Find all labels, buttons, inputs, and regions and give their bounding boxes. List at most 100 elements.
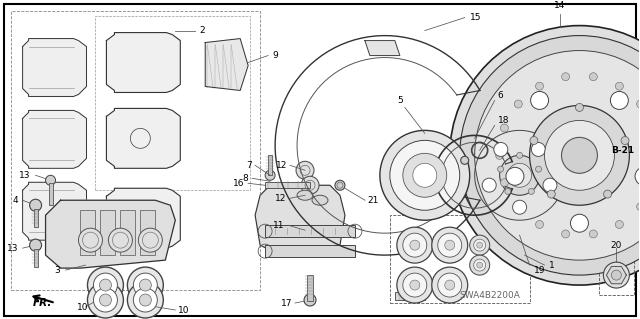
Circle shape (637, 100, 640, 108)
Bar (390, 215, 529, 303)
Circle shape (513, 200, 527, 214)
Text: 2: 2 (199, 26, 205, 35)
Bar (33, 249, 38, 267)
Circle shape (506, 167, 524, 185)
Text: 3: 3 (55, 266, 61, 275)
Circle shape (637, 203, 640, 211)
Circle shape (403, 153, 447, 197)
Text: 18: 18 (498, 116, 509, 125)
Polygon shape (22, 110, 86, 168)
Polygon shape (205, 39, 248, 91)
Circle shape (99, 294, 111, 306)
Circle shape (536, 82, 543, 90)
Circle shape (611, 92, 628, 109)
Bar (100, 210, 115, 255)
Circle shape (616, 220, 623, 228)
Circle shape (477, 262, 483, 268)
Polygon shape (22, 39, 86, 96)
Circle shape (570, 214, 588, 232)
Polygon shape (22, 182, 86, 240)
Circle shape (500, 124, 508, 132)
Circle shape (461, 156, 468, 164)
Circle shape (93, 288, 117, 312)
Text: SWA4B2200A: SWA4B2200A (460, 291, 520, 300)
Circle shape (604, 190, 612, 198)
Circle shape (498, 166, 504, 172)
Text: 8: 8 (243, 174, 248, 183)
Text: FR.: FR. (33, 298, 52, 308)
Circle shape (127, 267, 163, 303)
Circle shape (500, 179, 508, 187)
Polygon shape (106, 33, 180, 93)
Text: 14: 14 (554, 1, 565, 10)
Circle shape (589, 230, 597, 238)
Circle shape (438, 233, 461, 257)
Circle shape (477, 242, 483, 248)
Text: 9: 9 (272, 51, 278, 60)
Circle shape (140, 294, 151, 306)
Text: 12: 12 (276, 161, 287, 170)
Circle shape (562, 73, 570, 81)
Circle shape (99, 279, 111, 291)
Circle shape (505, 189, 511, 195)
Circle shape (403, 233, 427, 257)
Circle shape (29, 199, 42, 211)
Circle shape (515, 203, 522, 211)
Bar (11, 11, 260, 290)
Text: 21: 21 (367, 196, 378, 205)
Circle shape (474, 239, 486, 251)
Text: 7: 7 (246, 161, 252, 170)
Bar (307, 275, 313, 301)
Ellipse shape (297, 190, 313, 200)
Circle shape (403, 273, 427, 297)
Circle shape (536, 220, 543, 228)
Circle shape (475, 50, 640, 260)
Text: 19: 19 (534, 266, 545, 275)
Circle shape (470, 235, 490, 255)
Circle shape (108, 228, 132, 252)
Circle shape (410, 280, 420, 290)
Circle shape (413, 163, 436, 187)
Circle shape (635, 167, 640, 185)
Bar (265, 245, 355, 257)
Circle shape (450, 26, 640, 285)
Circle shape (545, 120, 614, 190)
Circle shape (29, 239, 42, 251)
Circle shape (589, 73, 597, 81)
Circle shape (445, 240, 455, 250)
Bar (607, 140, 637, 195)
Circle shape (516, 152, 523, 158)
Circle shape (397, 227, 433, 263)
Bar (81, 210, 95, 255)
Circle shape (460, 36, 640, 275)
Circle shape (390, 140, 460, 210)
Bar (95, 16, 250, 190)
Bar (140, 210, 156, 255)
Circle shape (445, 280, 455, 290)
Circle shape (616, 82, 623, 90)
Text: 4: 4 (13, 196, 19, 205)
Circle shape (604, 262, 629, 288)
Circle shape (304, 294, 316, 306)
Circle shape (562, 230, 570, 238)
Circle shape (508, 163, 532, 187)
Polygon shape (106, 108, 180, 168)
Circle shape (410, 240, 420, 250)
Circle shape (500, 155, 540, 195)
Circle shape (531, 143, 545, 156)
Circle shape (461, 117, 577, 233)
Circle shape (88, 267, 124, 303)
Circle shape (474, 259, 486, 271)
Circle shape (127, 282, 163, 318)
Circle shape (494, 143, 508, 156)
Ellipse shape (312, 195, 328, 205)
Circle shape (438, 273, 461, 297)
Text: 17: 17 (280, 299, 292, 308)
Bar (120, 210, 136, 255)
Bar (33, 209, 38, 227)
Circle shape (265, 170, 275, 180)
Circle shape (133, 273, 157, 297)
Bar (268, 155, 272, 175)
Circle shape (611, 270, 621, 280)
Text: 12: 12 (275, 194, 286, 203)
